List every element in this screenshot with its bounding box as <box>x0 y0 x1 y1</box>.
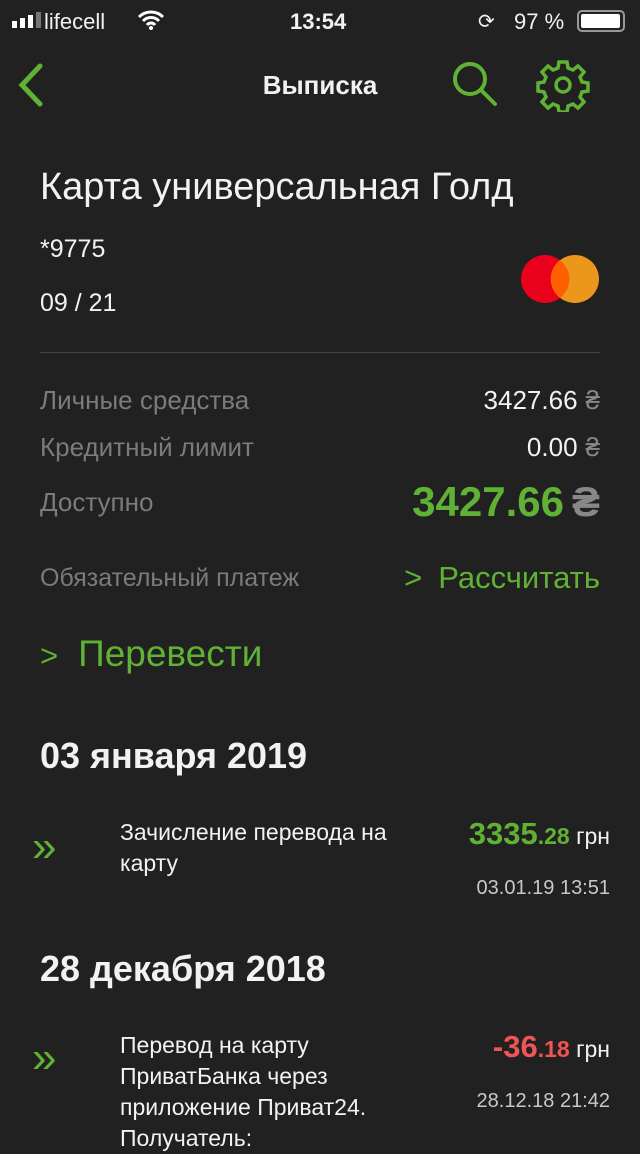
clock: 13:54 <box>290 9 347 34</box>
gear-icon[interactable] <box>536 58 590 112</box>
balance-row-own: Личные средства 3427.66 ₴ <box>40 385 600 415</box>
transaction-datetime: 28.12.18 21:42 <box>476 1090 610 1112</box>
battery-percent: 97 % <box>514 9 565 34</box>
divider <box>40 352 600 353</box>
transaction-amount: -36.18 грн <box>492 1029 610 1064</box>
rotation-lock-icon: ⟳ <box>478 11 495 33</box>
date-header: 28 декабря 2018 <box>40 948 326 989</box>
carrier: lifecell <box>44 9 106 34</box>
card-name: Карта универсальная Голд <box>40 166 514 208</box>
back-chevron-icon[interactable] <box>14 62 46 108</box>
date-header: 03 января 2019 <box>40 735 308 776</box>
transaction-title[interactable]: Зачисление перевода на карту <box>120 819 387 876</box>
mandatory-payment-row: Обязательный платеж > Рассчитать <box>40 560 600 595</box>
transaction-datetime: 03.01.19 13:51 <box>476 877 610 899</box>
balance-row-credit: Кредитный лимит 0.00 ₴ <box>40 432 600 462</box>
balance-row-available: Доступно 3427.66 ₴ <box>40 478 600 525</box>
transaction-title[interactable]: Перевод на карту ПриватБанка через прило… <box>120 1032 367 1151</box>
transaction-amount: 3335.28 грн <box>468 816 610 851</box>
card-number: *9775 <box>40 235 106 263</box>
transfer-arrows-icon: » <box>32 822 57 871</box>
signal-icon <box>12 12 41 28</box>
card-expiry: 09 / 21 <box>40 289 117 317</box>
status-bar: lifecell 13:54 ⟳ 97 % <box>0 0 640 44</box>
battery-icon <box>577 10 625 32</box>
page-title: Выписка <box>262 70 378 100</box>
chevron-right-icon: > <box>40 638 59 673</box>
wifi-icon <box>137 10 165 30</box>
chevron-right-icon: > <box>404 560 423 595</box>
search-icon[interactable] <box>450 58 500 108</box>
calculate-button[interactable]: > Рассчитать <box>404 560 600 595</box>
mastercard-icon <box>521 255 599 303</box>
transfer-arrows-icon: » <box>32 1033 57 1082</box>
transfer-button[interactable]: > Перевести <box>40 633 263 674</box>
